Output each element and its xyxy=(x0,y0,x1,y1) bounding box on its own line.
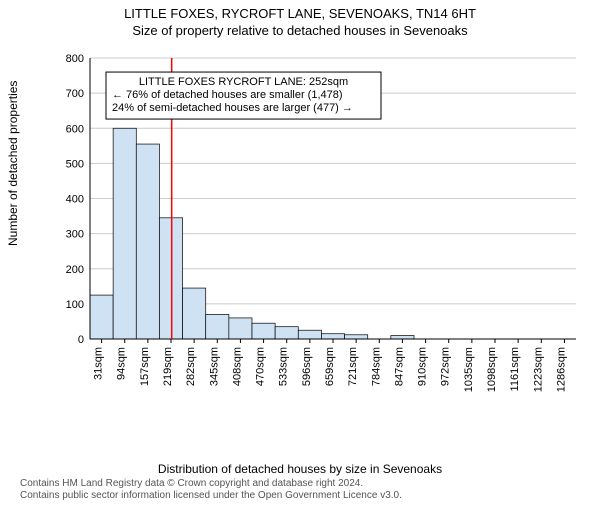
bar xyxy=(298,330,321,339)
chart-title-sub: Size of property relative to detached ho… xyxy=(0,23,600,38)
bar xyxy=(183,288,206,339)
svg-text:1098sqm: 1098sqm xyxy=(486,347,498,392)
svg-text:31sqm: 31sqm xyxy=(93,347,105,380)
histogram-chart: 0 100 200 300 400 500 600 700 800 31sqm 94sqm 157sq… xyxy=(60,54,580,399)
chart-title-main: LITTLE FOXES, RYCROFT LANE, SEVENOAKS, T… xyxy=(0,6,600,21)
svg-text:100: 100 xyxy=(66,299,84,311)
svg-text:600: 600 xyxy=(66,123,84,135)
bar xyxy=(90,295,113,339)
svg-text:1161sqm: 1161sqm xyxy=(509,347,521,391)
svg-text:533sqm: 533sqm xyxy=(278,347,290,386)
x-axis-label: Distribution of detached houses by size … xyxy=(0,462,600,476)
attribution-line: Contains HM Land Registry data © Crown c… xyxy=(20,478,402,490)
svg-text:972sqm: 972sqm xyxy=(440,347,452,386)
y-axis-label: Number of detached properties xyxy=(6,81,20,246)
bar xyxy=(321,334,344,339)
svg-text:470sqm: 470sqm xyxy=(255,347,267,386)
svg-text:700: 700 xyxy=(66,88,84,100)
bar xyxy=(275,327,298,339)
svg-text:400: 400 xyxy=(66,194,84,206)
svg-text:1223sqm: 1223sqm xyxy=(532,347,544,392)
bar xyxy=(229,318,252,339)
bar xyxy=(136,144,159,339)
bar xyxy=(206,314,229,339)
annotation-line: 24% of semi-detached houses are larger (… xyxy=(112,102,353,114)
svg-text:596sqm: 596sqm xyxy=(301,347,313,386)
svg-text:282sqm: 282sqm xyxy=(185,347,197,386)
svg-text:847sqm: 847sqm xyxy=(393,347,405,386)
bar xyxy=(113,128,136,339)
annotation-line: ← 76% of detached houses are smaller (1,… xyxy=(112,89,343,101)
svg-text:0: 0 xyxy=(78,334,84,346)
svg-text:219sqm: 219sqm xyxy=(162,347,174,386)
svg-text:784sqm: 784sqm xyxy=(370,347,382,386)
svg-text:1286sqm: 1286sqm xyxy=(555,347,567,392)
svg-text:910sqm: 910sqm xyxy=(417,347,429,386)
svg-text:659sqm: 659sqm xyxy=(324,347,336,386)
svg-text:94sqm: 94sqm xyxy=(116,347,128,380)
svg-text:157sqm: 157sqm xyxy=(139,347,151,386)
bar xyxy=(345,335,368,339)
svg-text:800: 800 xyxy=(66,54,84,65)
chart-attribution: Contains HM Land Registry data © Crown c… xyxy=(20,478,402,502)
bar xyxy=(252,323,275,339)
annotation-line: LITTLE FOXES RYCROFT LANE: 252sqm xyxy=(139,76,348,88)
svg-text:500: 500 xyxy=(66,158,84,170)
svg-text:200: 200 xyxy=(66,264,84,276)
bar xyxy=(391,335,414,339)
svg-text:408sqm: 408sqm xyxy=(231,347,243,386)
svg-text:300: 300 xyxy=(66,229,84,241)
attribution-line: Contains public sector information licen… xyxy=(20,490,402,502)
svg-text:345sqm: 345sqm xyxy=(208,347,220,386)
svg-text:1035sqm: 1035sqm xyxy=(463,347,475,392)
svg-text:721sqm: 721sqm xyxy=(347,347,359,386)
